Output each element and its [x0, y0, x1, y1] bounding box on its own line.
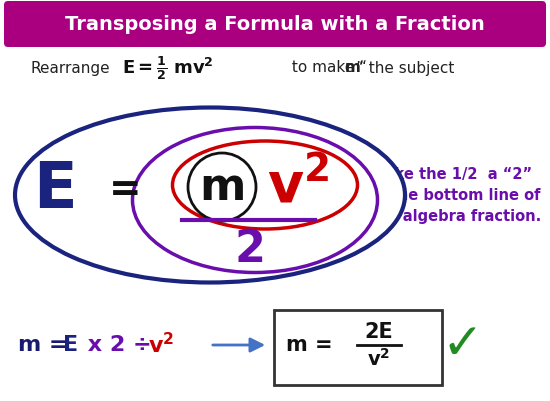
FancyBboxPatch shape	[4, 1, 546, 47]
Text: v$^{\mathbf{2}}$: v$^{\mathbf{2}}$	[267, 159, 329, 215]
Ellipse shape	[188, 153, 256, 221]
FancyBboxPatch shape	[274, 310, 442, 385]
Text: 2: 2	[234, 229, 266, 271]
Text: ” the subject: ” the subject	[356, 61, 454, 75]
Text: $\mathbf{E = \frac{1}{2}\ mv^2}$: $\mathbf{E = \frac{1}{2}\ mv^2}$	[122, 54, 213, 82]
Text: m =: m =	[18, 335, 75, 355]
FancyArrowPatch shape	[213, 339, 262, 351]
Text: =: =	[109, 171, 141, 209]
Text: Transposing a Formula with a Fraction: Transposing a Formula with a Fraction	[65, 14, 485, 34]
Text: v$^{\mathbf{2}}$: v$^{\mathbf{2}}$	[367, 348, 390, 370]
Ellipse shape	[173, 141, 358, 229]
Text: in the bottom line of: in the bottom line of	[370, 188, 541, 203]
Text: Rearrange: Rearrange	[30, 61, 109, 75]
Text: m =: m =	[286, 335, 340, 355]
Text: ✓: ✓	[441, 321, 483, 369]
Text: v$^{\mathbf{2}}$: v$^{\mathbf{2}}$	[148, 332, 174, 358]
Text: Make the 1/2  a “2”: Make the 1/2 a “2”	[370, 168, 532, 182]
Text: E: E	[33, 159, 77, 221]
Text: x 2 ÷: x 2 ÷	[80, 335, 160, 355]
Text: m: m	[345, 61, 361, 75]
Text: m: m	[199, 166, 245, 209]
Text: the algebra fraction.: the algebra fraction.	[370, 209, 541, 225]
Ellipse shape	[133, 128, 377, 273]
Text: 2E: 2E	[365, 322, 393, 342]
Text: to make “: to make “	[287, 61, 367, 75]
Ellipse shape	[15, 107, 405, 282]
Text: E: E	[63, 335, 78, 355]
